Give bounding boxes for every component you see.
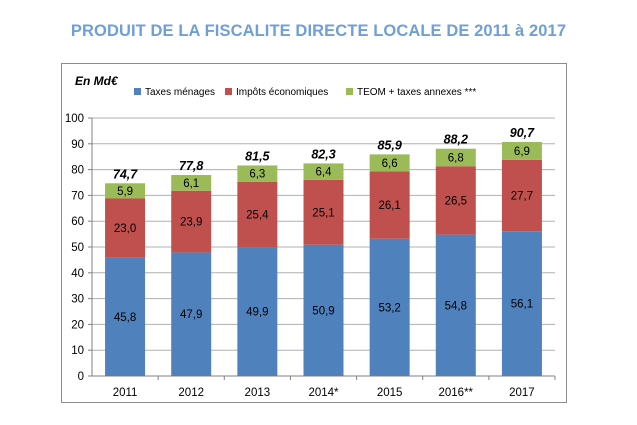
bar-segment-0	[435, 234, 476, 376]
legend-label: TEOM + taxes annexes ***	[357, 87, 476, 98]
bar-total-label: 85,9	[377, 138, 401, 152]
y-tick-label: 100	[65, 113, 84, 125]
y-tick-label: 70	[71, 190, 84, 202]
legend-swatch	[346, 88, 353, 95]
axes: 0 10 20 30 40 50 60 70 80 90 100 2011 2012 2013 2014* 2…	[65, 113, 556, 399]
bar-segment-0	[105, 257, 146, 376]
bar-total-label: 77,8	[179, 159, 203, 173]
page-title: PRODUIT DE LA FISCALITE DIRECTE LOCALE D…	[70, 22, 567, 40]
legend-label: Taxes ménages	[145, 87, 215, 98]
bar-value-label: 6,4	[316, 167, 333, 179]
bar-value-label: 50,9	[312, 305, 334, 317]
bar-value-label: 26,5	[445, 195, 467, 207]
x-tick-label: 2014*	[308, 387, 339, 399]
bar-segment-2	[303, 163, 344, 180]
bar-value-label: 23,0	[114, 223, 136, 235]
bar-value-label: 47,9	[180, 309, 202, 321]
y-tick-label: 90	[71, 139, 84, 151]
bar-value-label: 6,1	[183, 178, 199, 190]
bar-value-label: 6,6	[382, 158, 398, 170]
bar-segment-1	[237, 181, 278, 248]
bar-segment-0	[369, 238, 410, 376]
legend: En Md€ Taxes ménages Impôts économiques TEO…	[75, 74, 476, 98]
bar-segment-1	[501, 159, 542, 232]
x-tick-label: 2015	[377, 387, 403, 399]
x-tick-label: 2012	[178, 387, 204, 399]
bar-value-label: 26,1	[378, 200, 400, 212]
y-tick-label: 50	[71, 242, 84, 254]
bar-value-label: 49,9	[246, 307, 268, 319]
bar-segment-1	[369, 171, 410, 239]
bar-segment-2	[105, 183, 146, 199]
legend-swatch	[134, 88, 141, 95]
x-tick-label: 2017	[509, 387, 535, 399]
bars	[105, 141, 542, 376]
bar-segment-0	[171, 252, 212, 376]
bar-value-label: 6,8	[448, 152, 464, 164]
bar-value-label: 45,8	[114, 312, 136, 324]
bar-segment-2	[237, 165, 278, 182]
x-tick-label: 2011	[113, 387, 138, 399]
bar-value-label: 53,2	[378, 302, 400, 314]
bar-segment-0	[303, 244, 344, 376]
bar-segment-0	[237, 247, 278, 376]
bar-total-label: 74,7	[113, 167, 138, 181]
bar-segment-1	[303, 179, 344, 245]
x-tick-label: 2016**	[439, 387, 474, 399]
bar-value-label: 56,1	[511, 299, 533, 311]
bar-value-label: 25,1	[312, 207, 334, 219]
bar-total-label: 82,3	[311, 147, 335, 161]
y-tick-label: 60	[71, 216, 84, 228]
legend-label: Impôts économiques	[236, 87, 328, 98]
bar-total-label: 81,5	[245, 149, 270, 163]
x-tick-label: 2013	[245, 387, 271, 399]
labels: 45,8 23,0 5,9 74,7 47,9 23,9 6,1 77,8 49,9 25,4 6,…	[113, 126, 535, 324]
bar-segment-2	[369, 154, 410, 172]
y-tick-label: 40	[71, 268, 84, 280]
bar-value-label: 25,4	[246, 209, 269, 221]
bar-value-label: 6,3	[249, 169, 265, 181]
y-tick-label: 30	[71, 294, 84, 306]
bar-segment-2	[435, 148, 476, 167]
y-tick-label: 20	[71, 319, 84, 331]
legend-swatch	[225, 88, 232, 95]
bar-segment-0	[501, 231, 542, 376]
bar-segment-1	[435, 166, 476, 235]
bar-value-label: 5,9	[117, 186, 133, 198]
y-tick-label: 10	[71, 345, 84, 357]
bar-segment-1	[105, 198, 146, 258]
bar-value-label: 6,9	[514, 146, 530, 158]
y-tick-label: 0	[78, 371, 84, 383]
bar-total-label: 88,2	[444, 133, 468, 147]
bar-total-label: 90,7	[510, 126, 535, 140]
y-tick-label: 80	[71, 165, 84, 177]
bar-value-label: 27,7	[511, 191, 533, 203]
bar-segment-2	[171, 175, 212, 191]
unit-label: En Md€	[75, 74, 119, 88]
bar-value-label: 23,9	[180, 217, 202, 229]
bar-value-label: 54,8	[445, 300, 467, 312]
bar-segment-1	[171, 190, 212, 253]
bar-segment-2	[501, 141, 542, 160]
